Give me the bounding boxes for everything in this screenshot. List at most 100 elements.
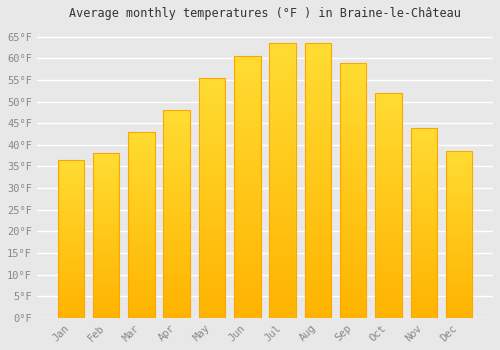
Bar — [164, 226, 190, 229]
Bar — [375, 185, 402, 187]
Bar — [304, 279, 331, 282]
Bar — [198, 183, 225, 186]
Bar — [375, 268, 402, 271]
Bar — [93, 239, 120, 240]
Bar — [340, 144, 366, 147]
Bar — [375, 156, 402, 158]
Bar — [340, 142, 366, 144]
Bar — [410, 282, 437, 284]
Bar — [93, 262, 120, 264]
Bar — [93, 273, 120, 275]
Bar — [58, 165, 84, 166]
Bar — [375, 215, 402, 217]
Bar — [340, 195, 366, 198]
Bar — [270, 244, 296, 246]
Bar — [375, 228, 402, 230]
Bar — [270, 271, 296, 274]
Bar — [198, 296, 225, 299]
Bar — [304, 312, 331, 315]
Bar — [375, 210, 402, 212]
Bar — [446, 243, 472, 245]
Bar — [410, 162, 437, 164]
Bar — [375, 106, 402, 109]
Bar — [128, 163, 154, 165]
Bar — [304, 258, 331, 260]
Bar — [93, 259, 120, 260]
Bar — [375, 140, 402, 142]
Bar — [375, 212, 402, 215]
Bar — [198, 299, 225, 301]
Bar — [410, 148, 437, 150]
Bar — [340, 80, 366, 83]
Bar — [234, 137, 260, 140]
Bar — [164, 112, 190, 114]
Bar — [93, 214, 120, 216]
Bar — [128, 290, 154, 292]
Bar — [375, 284, 402, 286]
Bar — [340, 114, 366, 116]
Bar — [93, 181, 120, 183]
Bar — [375, 109, 402, 111]
Bar — [304, 54, 331, 57]
Bar — [93, 180, 120, 181]
Bar — [164, 249, 190, 251]
Bar — [270, 164, 296, 167]
Bar — [234, 213, 260, 216]
Bar — [164, 191, 190, 193]
Bar — [128, 244, 154, 245]
Bar — [93, 306, 120, 308]
Bar — [128, 301, 154, 303]
Bar — [93, 188, 120, 190]
Bar — [375, 97, 402, 100]
Bar — [234, 108, 260, 111]
Bar — [446, 178, 472, 180]
Bar — [164, 270, 190, 272]
Bar — [93, 208, 120, 209]
Bar — [128, 234, 154, 236]
Bar — [446, 168, 472, 170]
Bar — [93, 252, 120, 254]
Bar — [340, 183, 366, 185]
Bar — [164, 233, 190, 235]
Bar — [270, 312, 296, 315]
Bar — [270, 82, 296, 84]
Bar — [164, 121, 190, 123]
Bar — [128, 212, 154, 214]
Bar — [93, 186, 120, 188]
Bar — [270, 93, 296, 96]
Bar — [93, 251, 120, 252]
Bar — [234, 305, 260, 307]
Bar — [375, 271, 402, 273]
Bar — [270, 181, 296, 183]
Bar — [270, 276, 296, 279]
Bar — [375, 158, 402, 160]
Bar — [304, 244, 331, 246]
Bar — [270, 62, 296, 65]
Bar — [58, 244, 84, 245]
Bar — [164, 293, 190, 295]
Bar — [270, 285, 296, 288]
Bar — [58, 281, 84, 283]
Bar — [270, 134, 296, 136]
Bar — [58, 310, 84, 312]
Bar — [58, 198, 84, 199]
Bar — [234, 310, 260, 313]
Bar — [304, 241, 331, 244]
Bar — [93, 196, 120, 198]
Bar — [304, 87, 331, 90]
Bar — [234, 148, 260, 150]
Bar — [340, 216, 366, 218]
Bar — [93, 249, 120, 251]
Bar — [234, 127, 260, 130]
Bar — [234, 260, 260, 263]
Bar — [304, 148, 331, 150]
Bar — [128, 135, 154, 138]
Bar — [446, 241, 472, 243]
Bar — [128, 229, 154, 230]
Bar — [164, 177, 190, 179]
Bar — [164, 135, 190, 137]
Bar — [234, 156, 260, 158]
Bar — [270, 194, 296, 197]
Bar — [234, 103, 260, 106]
Bar — [446, 196, 472, 198]
